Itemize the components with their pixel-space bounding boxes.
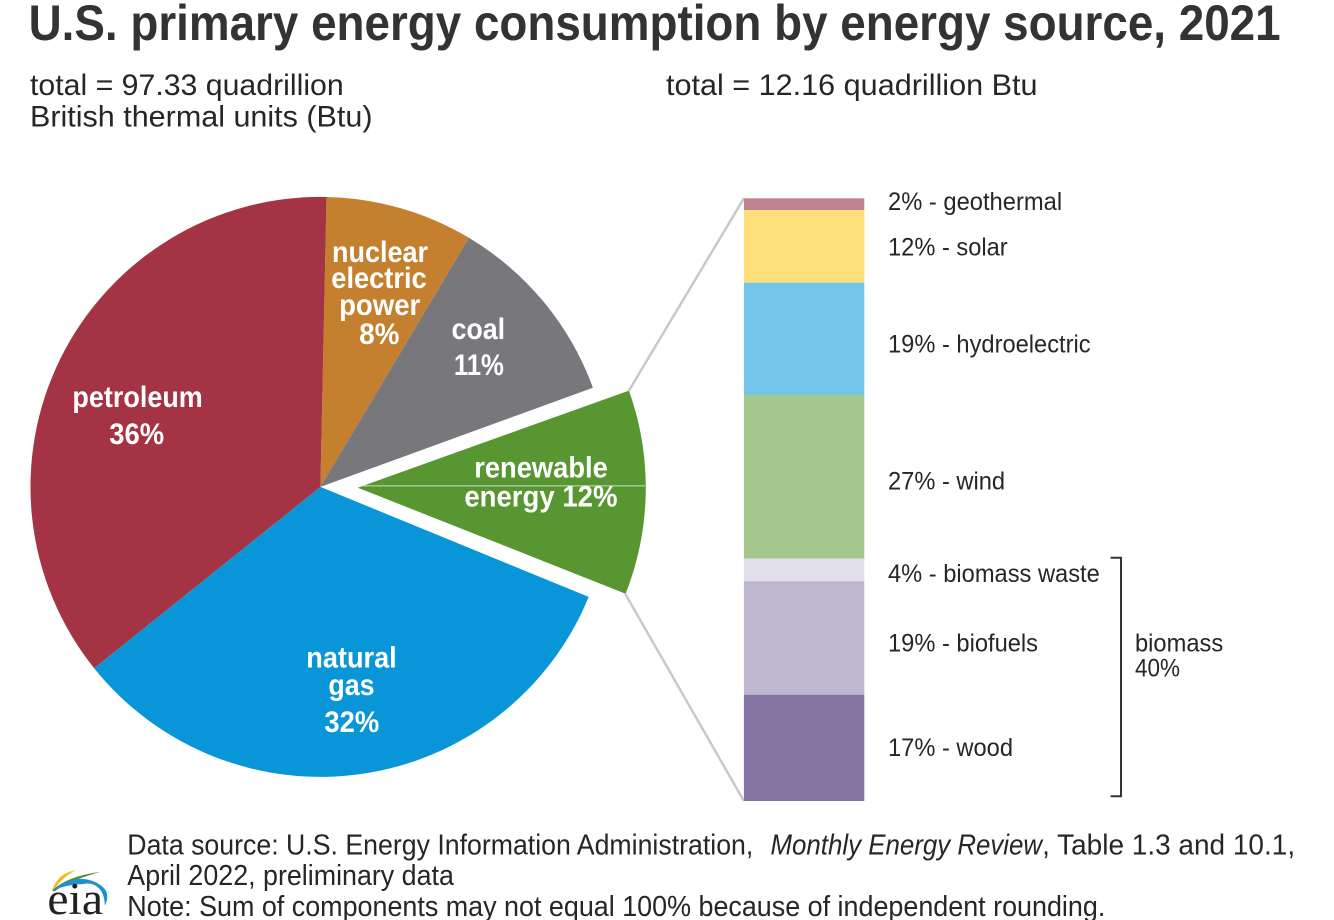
svg-text:8%: 8%	[359, 318, 399, 351]
svg-text:total = 97.33 quadrillion: total = 97.33 quadrillion	[30, 69, 344, 102]
svg-text:eia: eia	[47, 874, 103, 920]
svg-text:40%: 40%	[1135, 655, 1180, 683]
svg-text:biomass: biomass	[1135, 629, 1223, 657]
svg-text:power: power	[339, 289, 420, 322]
svg-text:19% - biofuels: 19% - biofuels	[888, 630, 1038, 658]
svg-text:19% - hydroelectric: 19% - hydroelectric	[888, 331, 1091, 359]
svg-text:17% - wood: 17% - wood	[888, 734, 1013, 762]
svg-text:, Table 1.3 and 10.1,: , Table 1.3 and 10.1,	[1042, 830, 1295, 862]
svg-text:2% - geothermal: 2% - geothermal	[888, 188, 1062, 216]
svg-text:36%: 36%	[109, 418, 164, 451]
svg-text:April 2022, preliminary data: April 2022, preliminary data	[127, 860, 454, 892]
svg-text:nuclear: nuclear	[332, 236, 428, 269]
svg-text:coal: coal	[451, 313, 505, 346]
svg-text:total = 12.16 quadrillion Btu: total = 12.16 quadrillion Btu	[666, 69, 1038, 102]
svg-text:4% - biomass waste: 4% - biomass waste	[888, 560, 1100, 588]
svg-text:27% - wind: 27% - wind	[888, 468, 1005, 496]
svg-text:British thermal units (Btu): British thermal units (Btu)	[30, 101, 373, 134]
svg-text:32%: 32%	[324, 706, 379, 739]
svg-text:Data source: U.S. Energy Infor: Data source: U.S. Energy Information Adm…	[127, 830, 753, 862]
svg-text:petroleum: petroleum	[72, 381, 202, 414]
svg-text:gas: gas	[328, 669, 374, 702]
svg-text:energy 12%: energy 12%	[464, 481, 617, 514]
svg-text:renewable: renewable	[474, 452, 608, 485]
svg-text:electric: electric	[331, 262, 426, 295]
svg-text:Note: Sum of components may no: Note: Sum of components may not equal 10…	[127, 891, 1105, 920]
svg-text:11%: 11%	[454, 349, 504, 382]
svg-text:Monthly Energy Review: Monthly Energy Review	[771, 830, 1044, 862]
svg-text:natural: natural	[306, 642, 396, 675]
svg-text:12% - solar: 12% - solar	[888, 234, 1008, 262]
svg-text:U.S. primary energy consumptio: U.S. primary energy consumption by energ…	[29, 0, 1281, 51]
